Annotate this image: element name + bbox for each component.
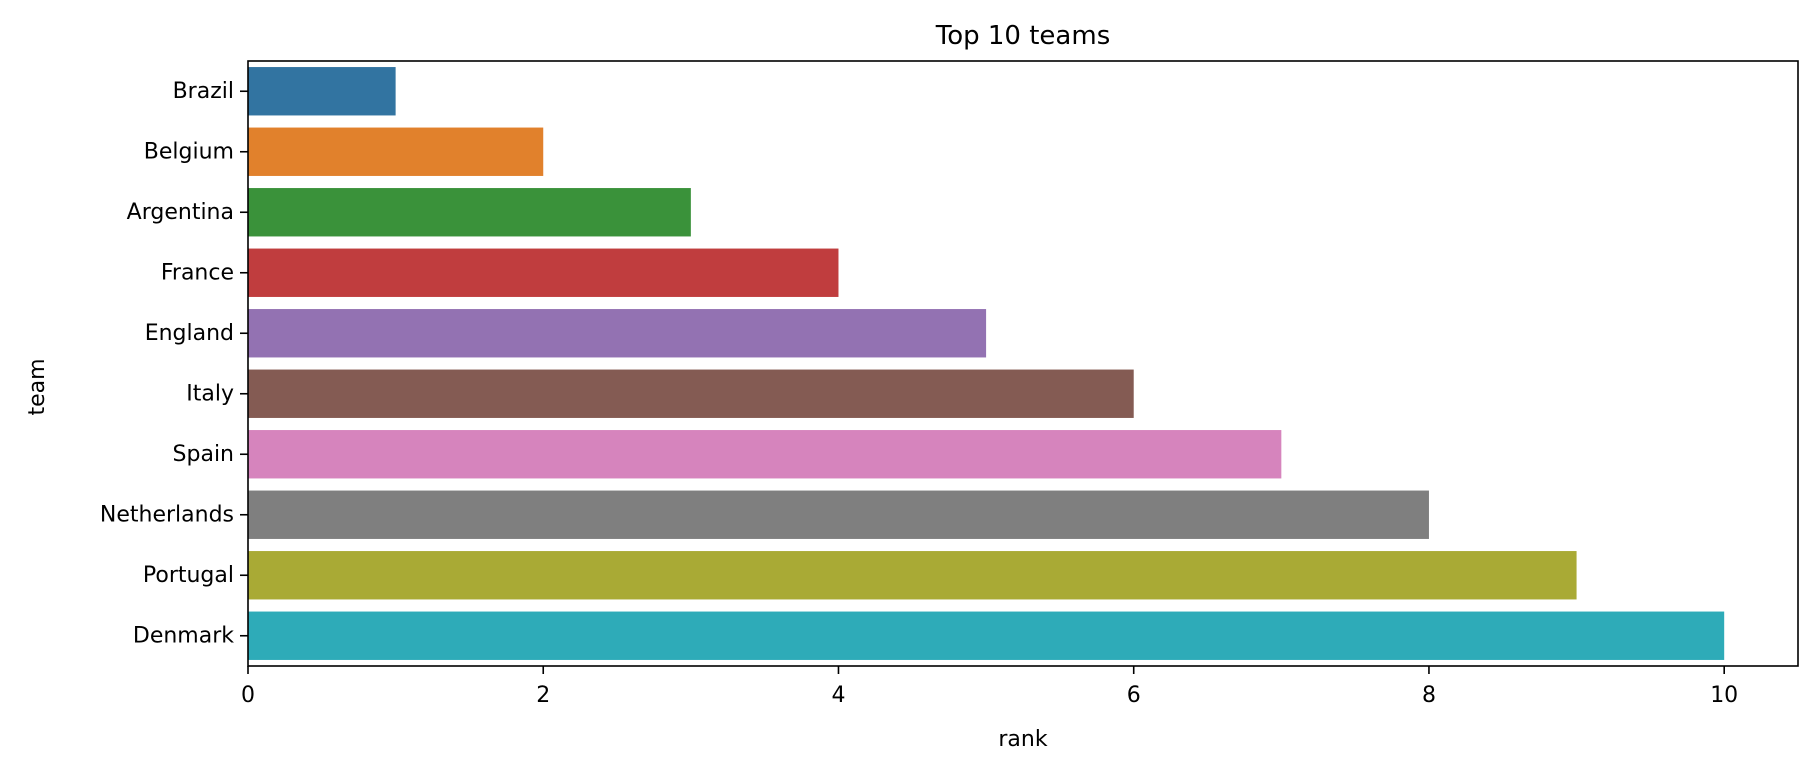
bar-netherlands	[248, 490, 1429, 539]
x-tick-label: 6	[1127, 683, 1141, 708]
x-axis-ticks: 0 2 4 6 8 10	[241, 666, 1738, 708]
y-tick-label-argentina: Argentina	[127, 200, 234, 225]
y-tick-label-belgium: Belgium	[144, 139, 234, 164]
x-tick-label: 2	[536, 683, 550, 708]
x-axis-title: rank	[998, 727, 1047, 752]
y-axis-ticks: Brazil Belgium Argentina France England Italy…	[100, 79, 248, 648]
x-tick-label: 8	[1422, 683, 1436, 708]
chart-title: Top 10 teams	[935, 21, 1110, 51]
y-tick-label-netherlands: Netherlands	[100, 502, 234, 527]
bars-group	[248, 67, 1725, 660]
bar-italy	[248, 369, 1134, 418]
bar-brazil	[248, 67, 396, 116]
bar-denmark	[248, 611, 1725, 660]
y-tick-label-denmark: Denmark	[133, 623, 234, 648]
bar-portugal	[248, 551, 1577, 600]
x-tick-label: 0	[241, 683, 255, 708]
y-tick-label-italy: Italy	[186, 381, 234, 406]
plot-frame	[247, 60, 1799, 667]
x-tick-label: 10	[1710, 683, 1738, 708]
x-tick-label: 4	[831, 683, 845, 708]
y-axis-title: team	[25, 358, 50, 415]
y-tick-label-portugal: Portugal	[143, 563, 234, 588]
bar-argentina	[248, 188, 691, 237]
y-tick-label-spain: Spain	[173, 442, 234, 467]
bar-france	[248, 248, 839, 297]
bar-england	[248, 309, 987, 358]
y-tick-label-england: England	[145, 321, 234, 346]
bar-spain	[248, 430, 1282, 479]
y-tick-label-france: France	[161, 260, 234, 285]
bar-belgium	[248, 127, 544, 176]
y-tick-label-brazil: Brazil	[173, 79, 234, 104]
